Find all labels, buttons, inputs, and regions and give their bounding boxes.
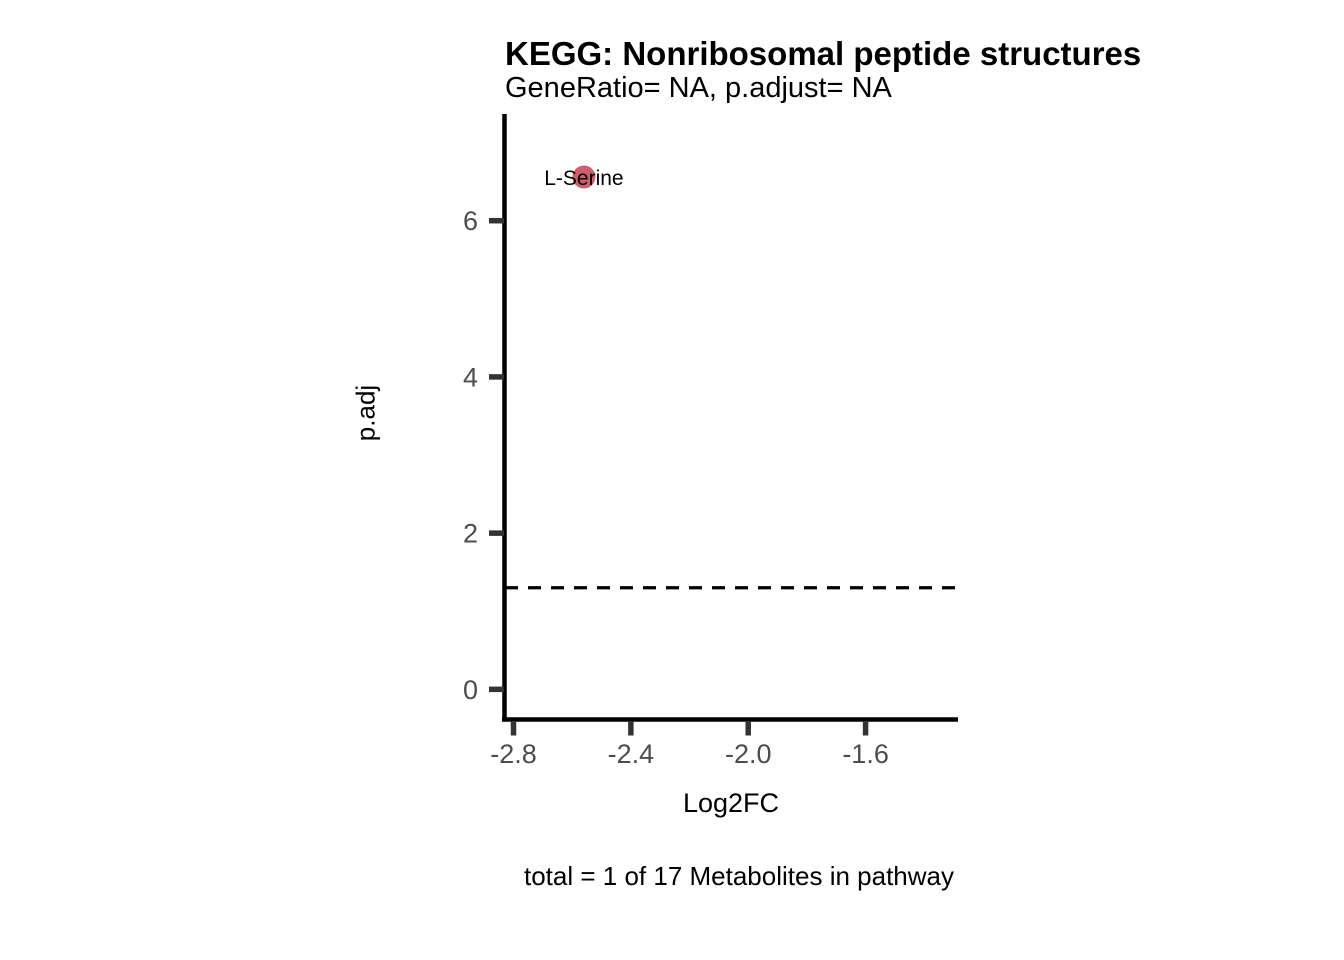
x-tick-label: -1.6 — [842, 739, 889, 769]
y-tick-label: 6 — [463, 206, 478, 236]
data-point — [572, 165, 596, 189]
plot-subtitle: GeneRatio= NA, p.adjust= NA — [505, 72, 892, 104]
x-tick-label: -2.4 — [608, 739, 655, 769]
plot-title: KEGG: Nonribosomal peptide structures — [505, 35, 1142, 72]
x-tick-label: -2.8 — [490, 739, 537, 769]
plot-caption: total = 1 of 17 Metabolites in pathway — [524, 861, 954, 891]
y-tick-label: 2 — [463, 519, 478, 549]
y-axis-title: p.adj — [350, 384, 381, 442]
x-axis-title: Log2FC — [682, 788, 780, 818]
data-point-label: L-Serine — [544, 167, 623, 190]
x-tick-label: -2.0 — [725, 739, 772, 769]
y-tick-label: 0 — [463, 675, 478, 705]
y-tick-label: 4 — [463, 362, 478, 392]
